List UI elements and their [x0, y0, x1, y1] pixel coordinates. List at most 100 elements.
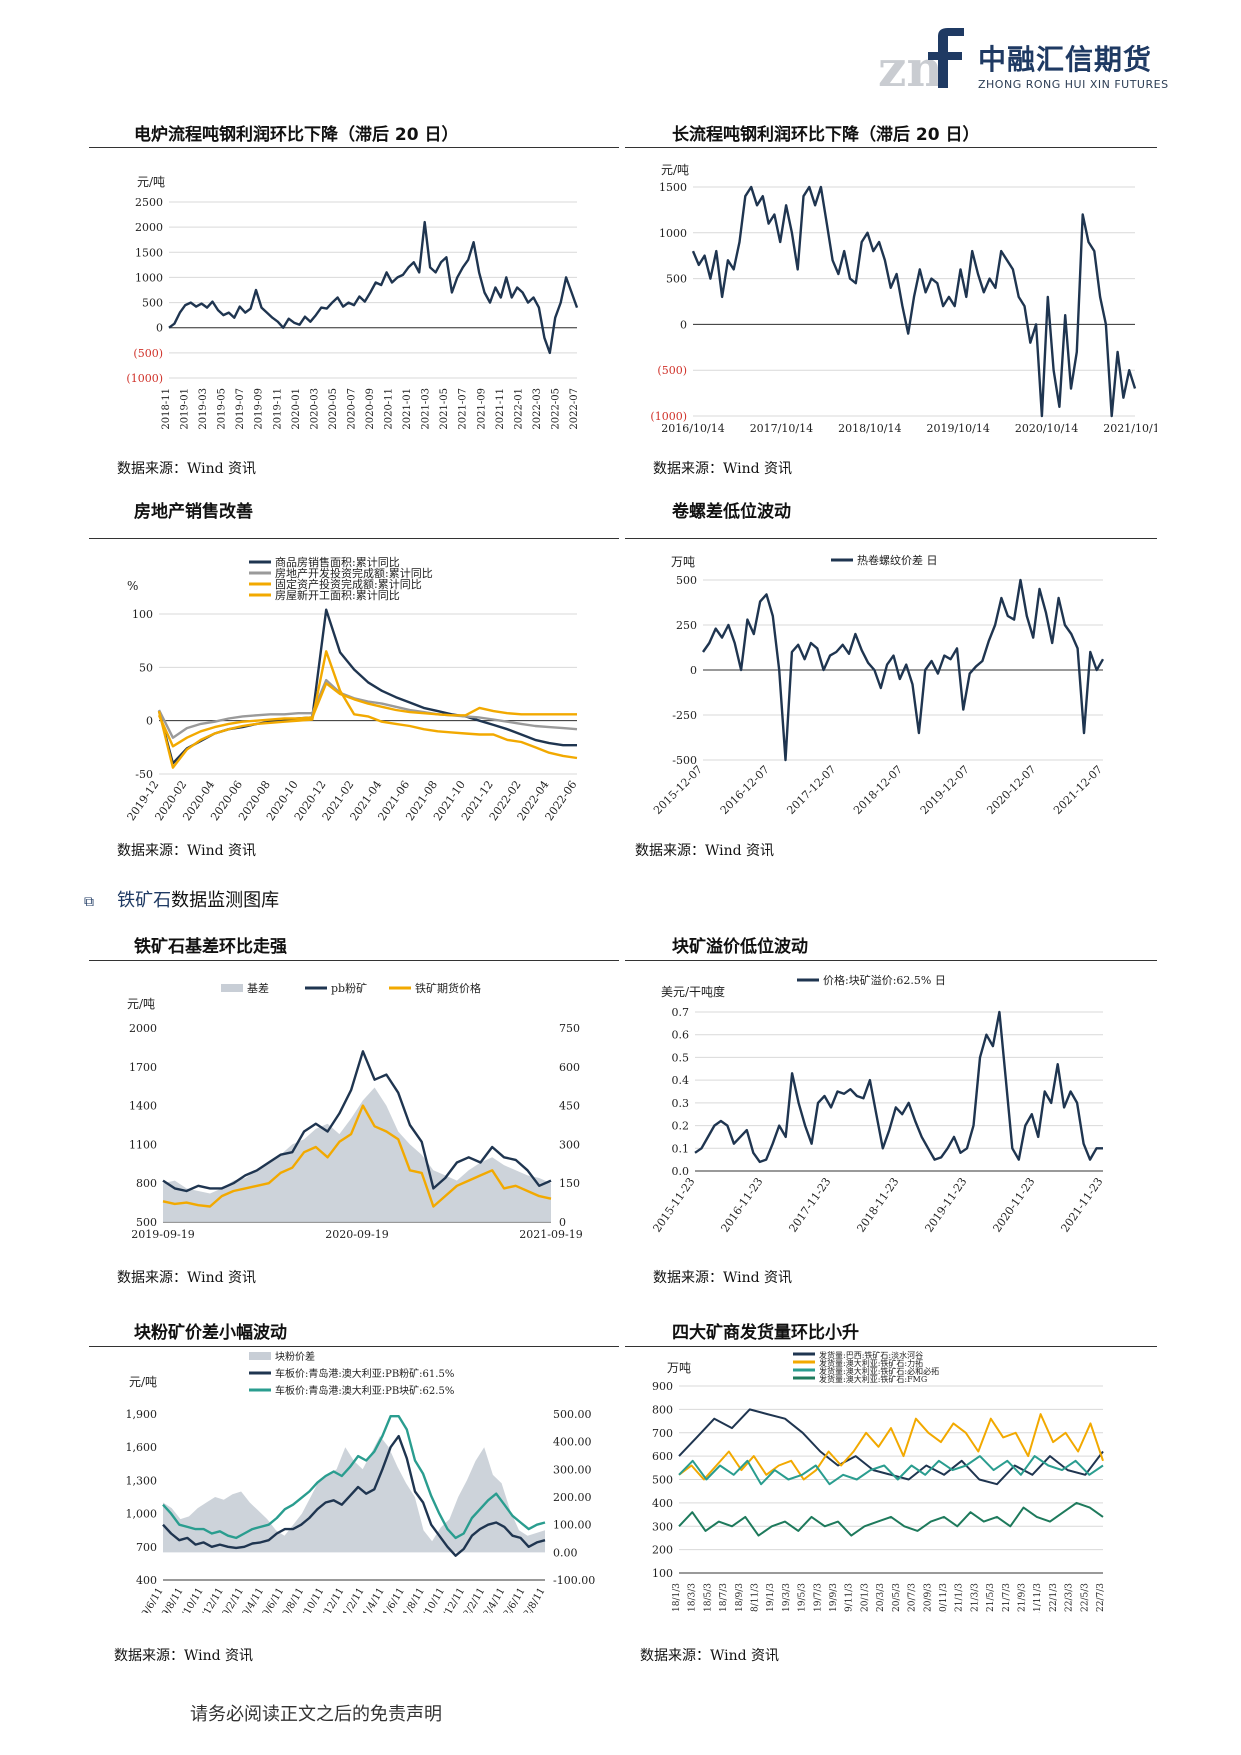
section-title-highlight: 铁矿石 [117, 890, 172, 911]
y-tick-label: 100 [652, 1567, 673, 1580]
x-tick-label: 20/7/3 [908, 1583, 918, 1612]
x-tick-label: 2019/10/14 [926, 422, 989, 435]
y-tick-label: 0 [156, 322, 163, 335]
series-line-2 [157, 682, 577, 748]
legend-label: 车板价:青岛港:澳大利亚:PB粉矿:61.5% [275, 1367, 454, 1380]
legend-label: 车板价:青岛港:澳大利亚:PB块矿:62.5% [275, 1384, 454, 1397]
x-tick-label: 18/7/3 [719, 1583, 729, 1612]
y-tick-label: 100 [132, 608, 153, 621]
series-line-3 [157, 650, 578, 769]
x-tick-label: 21/3/3 [970, 1583, 980, 1612]
section-title: 数据监测图库 [171, 890, 280, 911]
y-tick-label: 1000 [659, 227, 687, 240]
x-tick-label: 2017/10/14 [750, 422, 813, 435]
chart-long-process-profit: 元/吨 1500 1000 500 0 (500) (1000)2016/10/14 2017… [650, 163, 1157, 435]
x-tick-label: 2021-01 [402, 388, 413, 430]
y-axis-unit: 美元/干吨度 [661, 984, 725, 999]
y-tick-label: 800 [652, 1403, 673, 1416]
legend-label: 基差 [247, 981, 269, 995]
x-tick-label: 2019-05 [217, 388, 228, 430]
section-heading: ⧉ 铁矿石数据监测图库 [84, 886, 279, 912]
x-tick-label: 18/11/3 [751, 1583, 761, 1613]
y-tick-label: (1000) [126, 372, 163, 385]
y-tick-label: (500) [133, 347, 163, 360]
title-rule [89, 538, 619, 539]
y-tick-label: 500 [652, 1474, 673, 1487]
x-tick-label: 20/11/3 [939, 1583, 949, 1613]
y-tick-label: 0.4 [672, 1074, 690, 1087]
x-tick-label: 21/7/3 [1002, 1583, 1012, 1612]
y-tick-label: -500 [672, 754, 697, 767]
series-area-0 [163, 1436, 545, 1553]
data-source: 数据来源：Wind 资讯 [114, 1648, 254, 1664]
title-rule [89, 960, 619, 961]
x-tick-label: 2020-11 [384, 388, 395, 430]
y2-tick-label: 600 [559, 1061, 580, 1074]
x-tick-label: 21/5/3 [986, 1583, 996, 1612]
x-tick-label: 2022-01 [513, 388, 524, 430]
legend-label: 房地产开发投资完成额:累计同比 [275, 566, 433, 580]
chart-iron-ore-basis: 元/吨 2000 1700 1400 1100 800 500 750 600 450 300 150… [127, 981, 583, 1241]
y-tick-label: 0 [680, 318, 687, 331]
x-tick-label: 2018-12-07 [851, 763, 905, 817]
y-axis-unit: 元/吨 [129, 1375, 157, 1389]
y2-tick-label: 0.00 [553, 1546, 578, 1559]
x-tick-label: 18/3/3 [688, 1583, 698, 1612]
chart-four-miners-shipments: 万吨 900 800 700 600 500 400 300 200 100 18/1/3 18/3/… [652, 1350, 1106, 1613]
legend-label: 价格:块矿溢价:62.5% 日 [823, 973, 946, 987]
x-tick-label: 18/9/3 [735, 1583, 745, 1612]
y-tick-label: -250 [672, 709, 697, 722]
x-tick-label: 2019-03 [198, 388, 209, 430]
data-source: 数据来源：Wind 资讯 [653, 1270, 793, 1286]
x-tick-label: 2019-12-07 [918, 763, 972, 817]
data-source: 数据来源：Wind 资讯 [117, 1270, 257, 1286]
y-tick-label: 0.0 [672, 1165, 690, 1178]
x-tick-label: 2021-07 [458, 388, 469, 430]
y-tick-label: -50 [135, 768, 153, 781]
x-tick-label: 2021-05 [439, 388, 450, 430]
x-tick-label: 18/1/3 [672, 1583, 682, 1612]
chart-title: 长流程吨钢利润环比下降（滞后 20 日） [672, 125, 980, 145]
x-tick-label: 2019-09-19 [131, 1228, 194, 1241]
series-line-0 [702, 578, 1105, 762]
company-name-cn: 中融汇信期货 [978, 43, 1153, 76]
legend-swatch [221, 984, 243, 992]
x-tick-label: 2021-11-23 [1058, 1175, 1105, 1234]
y-tick-label: 1100 [129, 1138, 157, 1151]
x-tick-label: 20/5/3 [892, 1583, 902, 1612]
x-tick-label: 19/7/3 [813, 1583, 823, 1612]
x-tick-label: 2015-12-07 [651, 763, 705, 817]
data-source: 数据来源：Wind 资讯 [117, 461, 257, 477]
x-tick-label: 21/1/3 [955, 1583, 965, 1612]
chart-title: 铁矿石基差环比走强 [134, 937, 287, 957]
legend-label: 房屋新开工面积:累计同比 [275, 588, 400, 602]
y-tick-label: 2000 [129, 1022, 157, 1035]
legend-label: 固定资产投资完成额:累计同比 [275, 577, 422, 591]
x-tick-label: 2020-01 [291, 388, 302, 430]
y-tick-label: 500 [666, 273, 687, 286]
x-tick-label: 21/11/3 [1033, 1583, 1043, 1613]
x-tick-label: 20/3/3 [876, 1583, 886, 1612]
x-tick-label: 2021-12-07 [1051, 763, 1105, 817]
x-tick-label: 2022-05 [550, 388, 561, 430]
x-tick-label: 22/5/3 [1080, 1583, 1090, 1612]
legend-label: 发货量:澳大利亚:铁矿石:FMG [819, 1374, 927, 1384]
x-tick-label: 2020-12-07 [984, 763, 1038, 817]
x-tick-label: 2021-09 [476, 388, 487, 430]
x-tick-label: 20/9/3 [923, 1583, 933, 1612]
chart-title: 块粉矿价差小幅波动 [134, 1323, 287, 1343]
y-axis-unit: 万吨 [667, 1361, 691, 1375]
y-tick-label: 0.3 [672, 1097, 690, 1110]
y-tick-label: 700 [652, 1427, 673, 1440]
y2-tick-label: 400.00 [553, 1436, 592, 1449]
y-tick-label: 1700 [129, 1061, 157, 1074]
y-tick-label: 250 [676, 619, 697, 632]
legend-label: 商品房销售面积:累计同比 [275, 555, 400, 569]
legend-label: 发货量:澳大利亚:铁矿石:力拓 [819, 1358, 923, 1368]
y-axis-unit: 元/吨 [137, 175, 165, 189]
x-tick-label: 2020-05 [328, 388, 339, 430]
series-line-0 [694, 1010, 1103, 1164]
x-tick-label: 2017-12-07 [784, 763, 838, 817]
y-tick-label: 500 [136, 1216, 157, 1229]
